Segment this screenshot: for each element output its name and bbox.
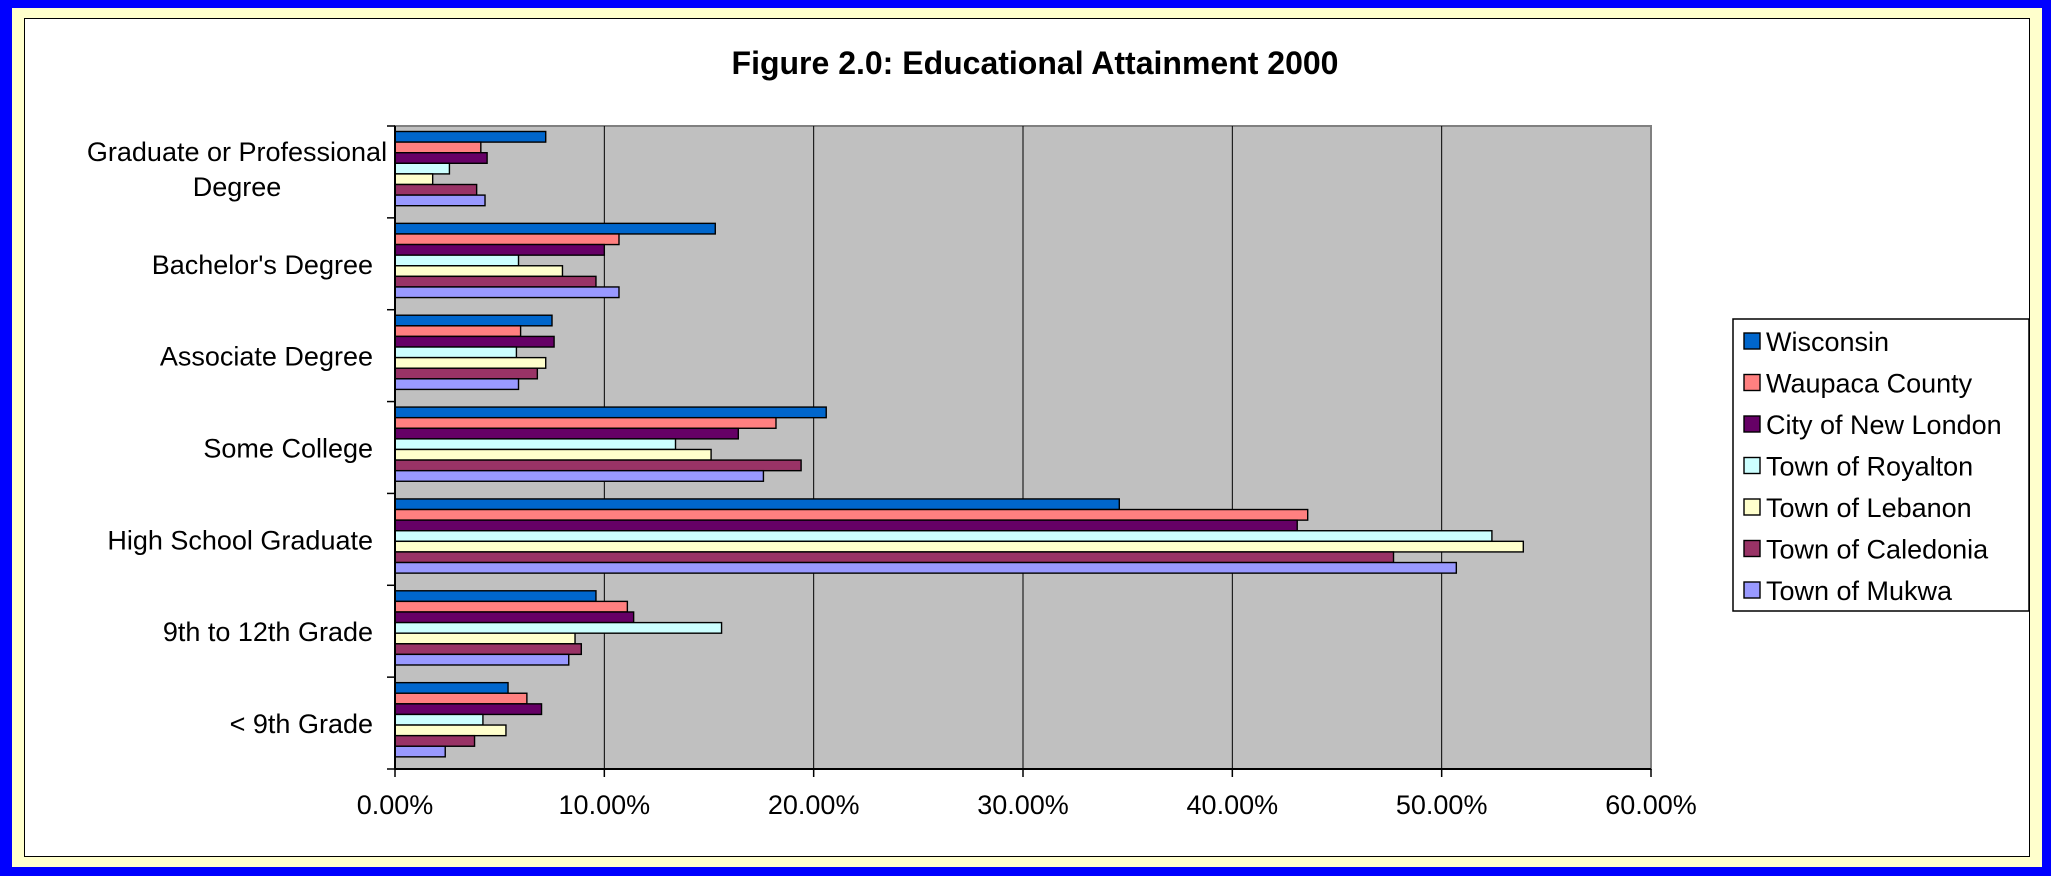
bar	[394, 561, 1458, 574]
bar	[394, 356, 547, 369]
bar	[394, 724, 507, 737]
chart-area: Figure 2.0: Educational Attainment 2000 …	[12, 8, 2042, 867]
category-label: Bachelor's Degree	[152, 250, 373, 280]
bar	[394, 590, 597, 603]
bar	[394, 265, 564, 278]
legend-box	[1732, 318, 2030, 612]
bar	[394, 254, 520, 267]
bar	[394, 703, 543, 716]
bar	[394, 459, 802, 472]
bar	[394, 325, 522, 338]
bar	[394, 632, 576, 645]
legend-label: Town of Royalton	[1766, 452, 1973, 482]
chart-title: Figure 2.0: Educational Attainment 2000	[732, 45, 1339, 81]
legend-swatch	[1743, 539, 1761, 558]
legend-swatch	[1743, 373, 1761, 392]
bar	[394, 508, 1309, 521]
bar	[394, 469, 765, 482]
x-tick-label: 50.00%	[1396, 790, 1488, 820]
legend-swatch	[1743, 498, 1761, 516]
bar	[394, 346, 518, 359]
legend-label: Wisconsin	[1766, 327, 1889, 357]
bar	[394, 713, 484, 726]
legend-label: Town of Mukwa	[1766, 576, 1953, 606]
bar	[394, 367, 539, 380]
x-tick-label: 10.00%	[559, 790, 651, 820]
bar	[394, 222, 716, 235]
bar	[394, 653, 570, 666]
bar	[394, 540, 1525, 553]
bar	[394, 643, 583, 656]
category-label: < 9th Grade	[230, 709, 373, 739]
category-label: Degree	[193, 172, 282, 202]
x-tick-label: 20.00%	[768, 790, 860, 820]
bar	[394, 151, 488, 164]
bar	[394, 162, 451, 175]
bar	[394, 243, 606, 256]
bar	[394, 183, 478, 196]
bar	[394, 173, 434, 186]
legend-label: Town of Lebanon	[1766, 493, 1972, 523]
x-tick-label: 60.00%	[1605, 790, 1697, 820]
x-tick-label: 0.00%	[357, 790, 434, 820]
bar	[394, 681, 509, 694]
bar	[394, 745, 446, 758]
bar	[394, 611, 635, 624]
bar	[394, 519, 1298, 532]
bar	[394, 600, 629, 613]
category-label: Some College	[203, 434, 373, 464]
bar	[394, 233, 620, 246]
x-tick-label: 30.00%	[977, 790, 1069, 820]
bar	[394, 286, 620, 299]
category-label: Associate Degree	[160, 342, 373, 372]
bar	[394, 498, 1120, 511]
bar	[394, 621, 723, 634]
bar	[394, 275, 597, 288]
legend-swatch	[1743, 332, 1761, 350]
bar	[394, 335, 555, 348]
legend-label: Town of Caledonia	[1766, 535, 1989, 565]
bar	[394, 406, 827, 419]
legend-label: Waupaca County	[1766, 369, 1973, 399]
bar-chart: Figure 2.0: Educational Attainment 2000 …	[87, 45, 2030, 820]
category-label: 9th to 12th Grade	[163, 617, 373, 647]
legend-swatch	[1743, 581, 1761, 599]
bar	[394, 416, 777, 429]
legend-swatch	[1743, 415, 1761, 433]
legend-swatch	[1743, 456, 1761, 475]
bar	[394, 141, 482, 154]
chart-box: Figure 2.0: Educational Attainment 2000 …	[24, 18, 2030, 857]
bar	[394, 551, 1395, 564]
bar	[394, 378, 520, 391]
bar	[394, 530, 1493, 543]
x-tick-label: 40.00%	[1187, 790, 1279, 820]
bar	[394, 427, 740, 440]
bar	[394, 314, 553, 327]
category-label: High School Graduate	[107, 525, 373, 555]
category-label: Graduate or Professional	[87, 137, 387, 167]
bar	[394, 734, 476, 747]
bar	[394, 692, 528, 705]
bar	[394, 130, 547, 143]
bar	[394, 448, 712, 461]
bar	[394, 438, 677, 451]
legend-label: City of New London	[1766, 410, 2002, 440]
bar	[394, 194, 486, 207]
